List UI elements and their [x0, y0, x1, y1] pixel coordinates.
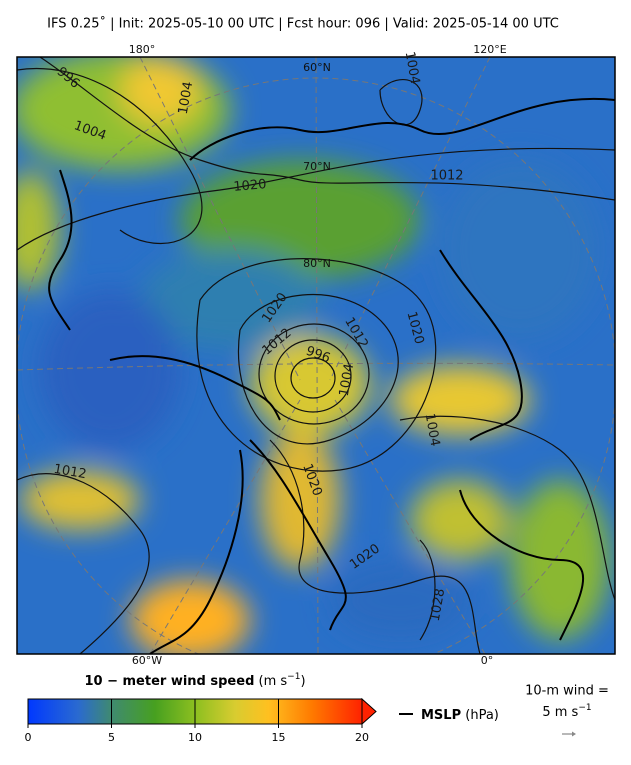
wind-key-exp: −1	[578, 703, 591, 713]
wind-key-line2: 5 m s−1	[542, 703, 591, 720]
lat-label: 60°N	[303, 61, 331, 74]
legend-unit: (hPa)	[465, 708, 499, 723]
contour-label: 1004	[176, 80, 197, 115]
colorbar-label: 10 − meter wind speed (m s−1)	[84, 672, 305, 689]
title: IFS 0.25˚ | Init: 2025-05-10 00 UTC | Fc…	[47, 16, 559, 32]
colorbar	[27, 697, 377, 728]
colorbar-label-bold: 10 − meter wind speed	[84, 674, 254, 689]
contour-label: 1012	[430, 169, 463, 184]
colorbar-tick-label: 0	[25, 731, 32, 744]
coastline	[48, 97, 615, 654]
contour-label: 1004	[422, 412, 443, 447]
colorbar-exp: −1	[287, 672, 300, 682]
contour-label: 1004	[402, 50, 423, 85]
colorbar-tick-label: 5	[108, 731, 115, 744]
map-field	[17, 57, 615, 654]
colorbar-unit: (m s	[259, 674, 288, 689]
wind-key-arrow	[562, 731, 576, 737]
lat-label: 80°N	[303, 257, 331, 270]
contour-label: 1012	[52, 462, 87, 483]
legend-label: MSLP (hPa)	[421, 708, 499, 723]
colorbar-tick-label: 15	[272, 731, 286, 744]
colorbar-unit-close: )	[300, 674, 305, 689]
colorbar-tick-label: 10	[188, 731, 202, 744]
graticule	[17, 77, 615, 654]
contour-label: 1028	[428, 587, 449, 622]
lon-label: 60°W	[132, 654, 162, 667]
colorbar-tick-label: 20	[355, 731, 369, 744]
wind-key-unit: 5 m s	[542, 705, 578, 720]
legend-bold: MSLP	[421, 708, 461, 723]
lon-label: 0°	[481, 654, 494, 667]
map-frame	[16, 56, 616, 655]
lat-label: 70°N	[303, 160, 331, 173]
lon-label: 180°	[129, 43, 156, 56]
wind-key-line1: 10-m wind =	[525, 684, 609, 699]
lon-label: 120°E	[473, 43, 506, 56]
colorbar-extension	[361, 697, 377, 726]
contour-label: 1020	[233, 177, 267, 195]
graticule	[17, 57, 615, 654]
contours	[17, 57, 615, 654]
contour-label: 1004	[337, 362, 358, 397]
